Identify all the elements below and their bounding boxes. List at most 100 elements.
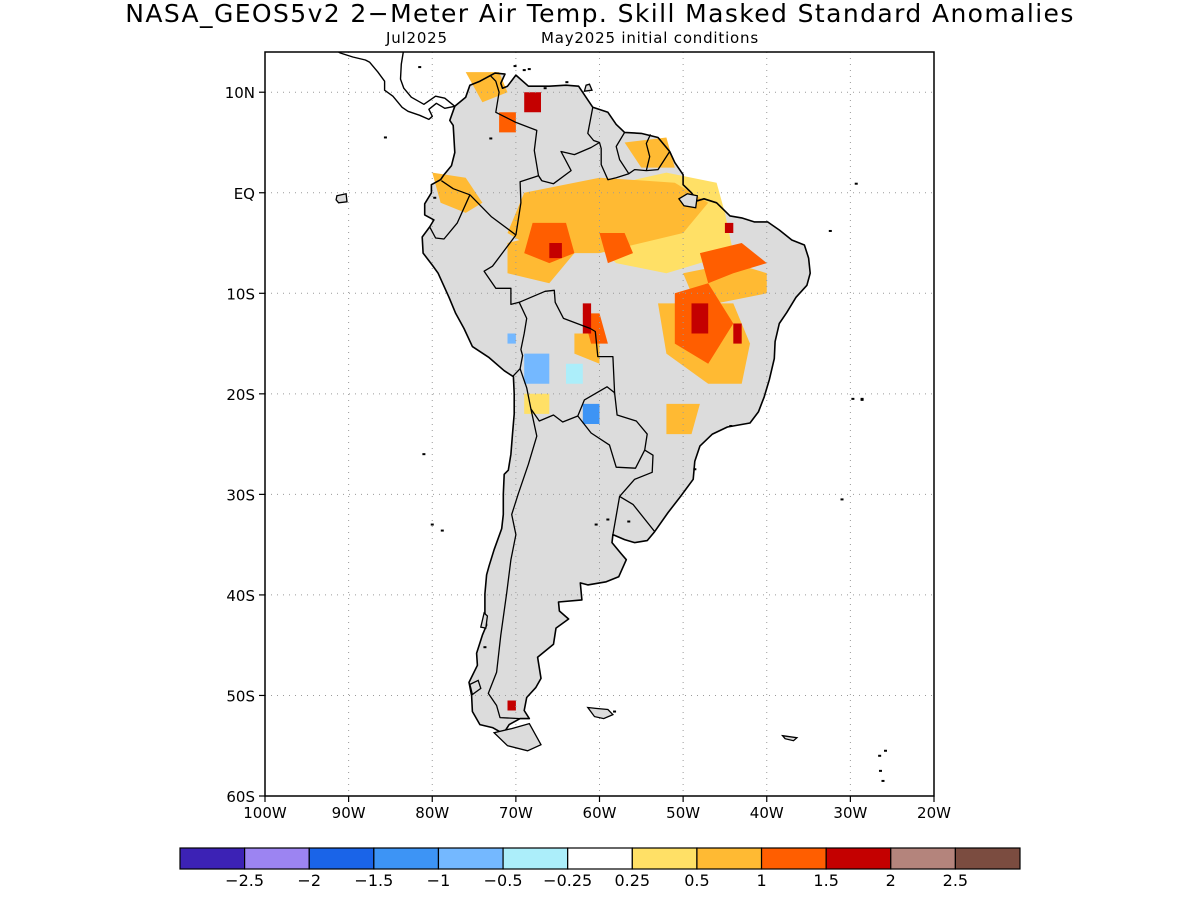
- small-island: [489, 137, 493, 140]
- small-island: [887, 41, 890, 43]
- initial-conditions-label: May2025 initial conditions: [541, 29, 759, 47]
- country-border: [429, 194, 471, 240]
- island: [677, 193, 699, 209]
- colorbar-label: −2: [297, 871, 321, 890]
- map-content: [188, 41, 934, 796]
- anomaly-region: [691, 303, 709, 334]
- country-border: [577, 392, 648, 469]
- longitude-label: 100W: [243, 804, 287, 822]
- longitude-label: 90W: [332, 804, 366, 822]
- latitude-label: 10S: [226, 285, 255, 303]
- latitude-label: 50S: [226, 687, 255, 705]
- anomaly-region: [599, 233, 633, 264]
- latitude-label: 60S: [226, 788, 255, 806]
- anomaly-region: [549, 243, 562, 259]
- small-island: [440, 529, 444, 532]
- anomaly-region: [507, 700, 516, 711]
- colorbar-label: 0.25: [614, 871, 650, 890]
- longitude-label: 40W: [750, 804, 784, 822]
- anomaly-region: [566, 363, 583, 384]
- island: [480, 611, 489, 629]
- small-island: [693, 468, 697, 471]
- small-island: [383, 136, 387, 139]
- colorbar-swatch: [631, 847, 698, 870]
- small-island: [483, 646, 487, 649]
- island: [335, 193, 348, 204]
- anomaly-layer: [432, 72, 767, 711]
- island: [781, 734, 799, 742]
- small-island: [513, 65, 517, 68]
- small-island: [594, 523, 598, 526]
- colorbar-swatch: [696, 847, 763, 870]
- colorbar: −2.5 −2 −1.5 −1 −0.5 −0.25 0.25 0.5 1 1.5 2 2.5: [179, 847, 1021, 890]
- latitude-label: 10N: [225, 84, 255, 102]
- colorbar-swatch: [244, 847, 310, 870]
- small-island: [860, 397, 864, 400]
- small-island: [188, 463, 191, 465]
- anomaly-region: [624, 137, 675, 168]
- anomaly-region: [699, 243, 767, 284]
- anomaly-region: [499, 112, 516, 133]
- anomaly-region: [724, 222, 734, 233]
- country-border: [537, 141, 600, 185]
- forecast-month: Jul2025: [386, 29, 448, 47]
- island: [586, 706, 615, 720]
- anomaly-region: [733, 323, 742, 344]
- small-island: [878, 769, 882, 772]
- south-america-coastline: [421, 72, 812, 735]
- small-island: [860, 398, 864, 401]
- latitude-label: 30S: [226, 486, 255, 504]
- country-border: [618, 449, 656, 533]
- anomaly-region: [465, 72, 508, 103]
- country-border: [612, 496, 621, 535]
- longitude-label: 50W: [666, 804, 700, 822]
- small-island: [627, 520, 631, 523]
- small-island: [613, 710, 617, 713]
- central-america-coastline: [337, 52, 456, 121]
- colorbar-label: 2.5: [943, 871, 968, 890]
- country-border: [490, 75, 543, 182]
- small-island: [422, 453, 426, 456]
- longitude-label: 80W: [415, 804, 449, 822]
- coastline-layer: [188, 41, 900, 782]
- latitude-label: EQ: [234, 185, 255, 203]
- colorbar-swatch: [437, 847, 504, 870]
- island: [583, 83, 593, 92]
- longitude-label: 70W: [499, 804, 533, 822]
- country-border: [615, 132, 630, 175]
- colorbar-swatch: [567, 847, 633, 870]
- longitude-label: 30W: [833, 804, 867, 822]
- small-island: [527, 68, 531, 71]
- colorbar-label: −1.5: [354, 871, 393, 890]
- small-island: [897, 42, 900, 44]
- small-island: [418, 66, 422, 69]
- colorbar-label: −0.5: [484, 871, 523, 890]
- small-island: [522, 69, 526, 72]
- small-island: [543, 87, 547, 90]
- small-island: [881, 779, 885, 782]
- small-island: [729, 425, 733, 428]
- small-island: [828, 229, 832, 232]
- small-island: [565, 81, 569, 84]
- small-island: [854, 182, 858, 185]
- colorbar-swatch: [890, 847, 956, 870]
- anomaly-region: [582, 403, 600, 424]
- country-border: [645, 134, 652, 171]
- anomaly-region: [507, 333, 516, 344]
- small-island: [606, 518, 610, 521]
- colorbar-swatch: [760, 847, 827, 870]
- latitude-label: 40S: [226, 587, 255, 605]
- colorbar-label: −2.5: [225, 871, 264, 890]
- country-border: [487, 408, 538, 720]
- small-island: [883, 749, 887, 752]
- colorbar-label: 2: [886, 871, 896, 890]
- anomaly-region: [524, 92, 541, 113]
- colorbar-label: 1: [756, 871, 766, 890]
- colorbar-label: 1.5: [813, 871, 838, 890]
- longitude-label: 20W: [917, 804, 951, 822]
- longitude-label: 60W: [583, 804, 617, 822]
- colorbar-label: −0.25: [543, 871, 592, 890]
- small-island: [840, 498, 844, 501]
